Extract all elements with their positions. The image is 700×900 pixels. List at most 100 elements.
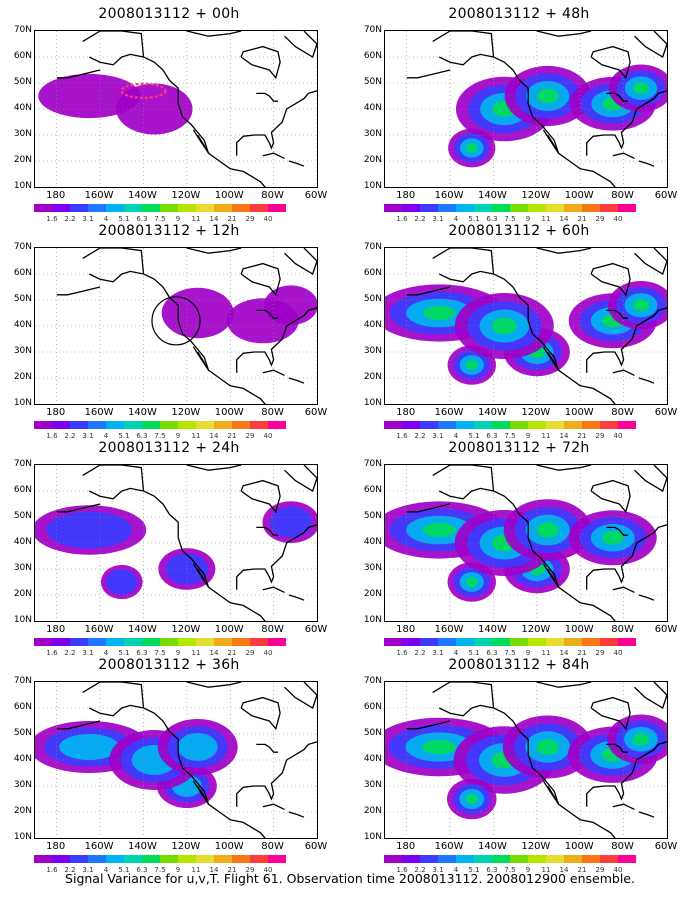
y-tick-label: 70N xyxy=(363,25,382,35)
x-tick-label: 160W xyxy=(84,841,114,852)
colorbar-swatch xyxy=(268,421,286,429)
colorbar-swatch xyxy=(232,638,250,646)
colorbar-swatch xyxy=(52,855,70,863)
coastlines xyxy=(406,248,667,404)
colorbar-swatch xyxy=(106,855,124,863)
colorbar-label: 5.1 xyxy=(118,432,130,440)
colorbar-label: 9 xyxy=(525,432,531,440)
colorbar-swatch xyxy=(564,638,582,646)
colorbar-swatch xyxy=(402,855,420,863)
x-tick-label: 100W xyxy=(564,841,594,852)
colorbar-swatch xyxy=(528,638,546,646)
colorbar-label: 9 xyxy=(525,866,531,874)
x-tick-label: 140W xyxy=(477,407,507,418)
colorbar-label: 40 xyxy=(613,215,623,223)
colorbar-swatch xyxy=(250,638,268,646)
colorbar-label: 9 xyxy=(525,215,531,223)
x-tick-label: 180 xyxy=(396,190,416,201)
colorbar-swatch xyxy=(106,204,124,212)
variance-field xyxy=(385,281,667,385)
x-tick-label: 100W xyxy=(214,841,244,852)
x-tick-label: 80W xyxy=(261,841,284,852)
colorbar-label: 14 xyxy=(209,649,219,657)
colorbar-label: 40 xyxy=(613,432,623,440)
colorbar-label: 14 xyxy=(209,432,219,440)
colorbar-label: 2.2 xyxy=(64,866,76,874)
x-tick-label: 180 xyxy=(46,407,66,418)
colorbar-label: 5.1 xyxy=(468,215,480,223)
colorbar-swatch xyxy=(528,204,546,212)
colorbar-label: 29 xyxy=(245,866,255,874)
colorbar-swatch xyxy=(124,421,142,429)
colorbar-swatch xyxy=(474,855,492,863)
colorbar-label: 2.2 xyxy=(414,649,426,657)
colorbar-swatch xyxy=(600,204,618,212)
colorbar-label: 40 xyxy=(263,215,273,223)
x-tick-label: 60W xyxy=(304,841,328,852)
colorbar-label: 29 xyxy=(595,432,605,440)
map-plot xyxy=(385,31,667,187)
y-tick-label: 60N xyxy=(363,485,382,495)
colorbar-label: 6.3 xyxy=(486,866,498,874)
colorbar-label: 1.6 xyxy=(396,866,408,874)
colorbar-swatch xyxy=(384,638,402,646)
colorbar-label: 14 xyxy=(209,215,219,223)
y-tick-label: 70N xyxy=(13,676,32,686)
map-area xyxy=(384,247,668,405)
x-tick-label: 60W xyxy=(654,624,678,635)
y-tick-label: 70N xyxy=(13,459,32,469)
colorbar-swatch xyxy=(34,638,52,646)
x-tick-label: 120W xyxy=(171,407,201,418)
colorbar-label: 1.6 xyxy=(46,649,58,657)
colorbar-label: 9 xyxy=(525,649,531,657)
colorbar-swatch xyxy=(142,204,160,212)
x-tick-label: 60W xyxy=(654,190,678,201)
colorbar-swatch xyxy=(70,204,88,212)
colorbar-swatch xyxy=(178,204,196,212)
colorbar xyxy=(384,204,636,212)
colorbar-label: 3.1 xyxy=(82,432,94,440)
colorbar-label: 6.3 xyxy=(136,866,148,874)
colorbar-label: 40 xyxy=(263,649,273,657)
colorbar-label: 2.2 xyxy=(414,432,426,440)
colorbar-label: 4 xyxy=(103,649,109,657)
colorbar-label: 4 xyxy=(103,432,109,440)
x-tick-label: 60W xyxy=(654,841,678,852)
x-tick-label: 80W xyxy=(611,624,634,635)
y-tick-label: 60N xyxy=(13,702,32,712)
colorbar-swatch xyxy=(618,638,636,646)
colorbar-label: 2.2 xyxy=(64,215,76,223)
colorbar-label: 11 xyxy=(191,215,201,223)
y-tick-label: 30N xyxy=(13,346,32,356)
colorbar-swatch xyxy=(384,204,402,212)
colorbar-swatch xyxy=(546,421,564,429)
colorbar-label: 7.5 xyxy=(154,649,166,657)
y-tick-label: 10N xyxy=(13,398,32,408)
panel-title: 2008013112 + 24h xyxy=(98,440,240,456)
variance-field xyxy=(35,501,317,600)
x-tick-label: 160W xyxy=(84,624,114,635)
colorbar-label: 7.5 xyxy=(154,432,166,440)
x-tick-label: 60W xyxy=(304,407,328,418)
x-tick-label: 120W xyxy=(521,190,551,201)
y-tick-label: 50N xyxy=(363,77,382,87)
y-tick-label: 70N xyxy=(13,242,32,252)
colorbar-swatch xyxy=(510,855,528,863)
map-area xyxy=(384,30,668,188)
y-tick-label: 20N xyxy=(363,155,382,165)
colorbar-label: 9 xyxy=(175,215,181,223)
x-tick-label: 100W xyxy=(214,407,244,418)
colorbar-swatch xyxy=(70,421,88,429)
colorbar-label: 11 xyxy=(541,866,551,874)
panel-title: 2008013112 + 36h xyxy=(98,657,240,673)
colorbar-swatch xyxy=(402,421,420,429)
colorbar-label: 5.1 xyxy=(118,215,130,223)
y-tick-label: 60N xyxy=(13,51,32,61)
x-tick-label: 140W xyxy=(127,624,157,635)
colorbar-swatch xyxy=(142,855,160,863)
x-tick-label: 80W xyxy=(261,190,284,201)
colorbar-label: 1.6 xyxy=(46,866,58,874)
colorbar-label: 40 xyxy=(263,866,273,874)
colorbar-label: 3.1 xyxy=(432,215,444,223)
